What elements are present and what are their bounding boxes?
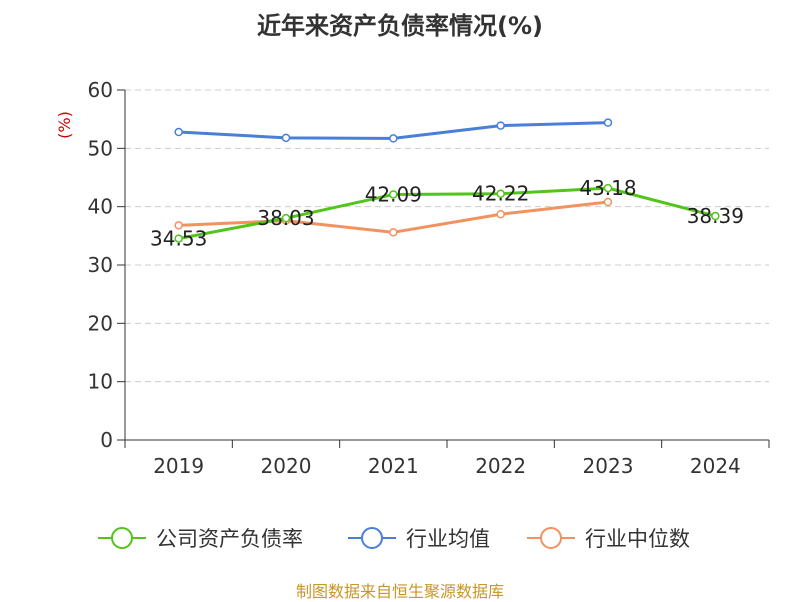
- y-tick-label: 10: [88, 370, 113, 394]
- data-point-0: [603, 183, 613, 193]
- data-point-2: [389, 228, 398, 237]
- y-tick-label: 60: [88, 78, 113, 102]
- data-point-1: [496, 121, 505, 130]
- legend-marker: [540, 527, 562, 549]
- data-label: 43.18: [579, 176, 636, 200]
- data-point-0: [496, 189, 505, 198]
- x-tick-label: 2020: [261, 454, 312, 478]
- data-point-0: [281, 213, 291, 223]
- y-tick-label: 0: [100, 428, 113, 452]
- data-point-0: [389, 190, 398, 199]
- legend-marker: [111, 527, 133, 549]
- legend-label: 公司资产负债率: [156, 527, 303, 551]
- x-tick-label: 2019: [153, 454, 204, 478]
- data-point-1: [389, 134, 398, 143]
- x-tick-label: 2021: [368, 454, 419, 478]
- legend-label: 行业均值: [406, 527, 490, 551]
- x-tick-label: 2022: [475, 454, 526, 478]
- data-source-note: 制图数据来自恒生聚源数据库: [295, 582, 504, 601]
- x-tick-label: 2024: [690, 454, 741, 478]
- data-point-1: [174, 127, 183, 137]
- y-axis-label: (%): [55, 111, 74, 139]
- data-point-0: [174, 234, 183, 243]
- data-point-1: [281, 133, 291, 143]
- data-label: 42.09: [365, 182, 422, 206]
- legend-marker: [361, 527, 383, 549]
- y-tick-label: 50: [88, 136, 113, 160]
- y-tick-label: 30: [88, 253, 113, 277]
- data-label: 38.03: [257, 206, 314, 230]
- data-label: 38.39: [687, 204, 744, 228]
- data-label: 42.22: [472, 182, 529, 206]
- chart-title: 近年来资产负债率情况(%): [257, 12, 543, 40]
- data-point-2: [496, 210, 505, 219]
- data-point-2: [603, 197, 613, 207]
- y-tick-label: 20: [88, 311, 113, 335]
- legend-label: 行业中位数: [585, 527, 690, 551]
- data-label: 34.53: [150, 227, 207, 251]
- data-point-2: [174, 221, 183, 230]
- series-line-0: [178, 186, 716, 241]
- y-tick-label: 40: [88, 195, 113, 219]
- data-point-1: [603, 118, 613, 127]
- data-point-0: [711, 211, 720, 221]
- x-tick-label: 2023: [583, 454, 634, 478]
